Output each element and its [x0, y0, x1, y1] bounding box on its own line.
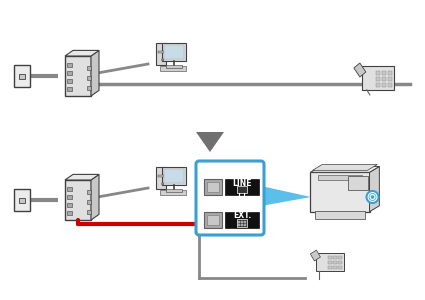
Bar [237, 219, 247, 227]
Bar [311, 172, 369, 212]
Bar [207, 215, 219, 225]
Polygon shape [65, 50, 99, 56]
Bar [333, 256, 337, 259]
Bar [241, 221, 243, 223]
Bar [67, 211, 72, 215]
Bar [315, 211, 365, 219]
Bar [19, 74, 25, 79]
Circle shape [369, 194, 376, 200]
Bar [87, 210, 91, 214]
Bar [237, 186, 247, 193]
Bar [388, 83, 392, 87]
Polygon shape [91, 50, 99, 96]
Bar [362, 66, 394, 90]
Bar [382, 83, 386, 87]
Bar [67, 87, 72, 91]
Bar [14, 189, 30, 211]
Text: LINE: LINE [232, 179, 252, 188]
FancyBboxPatch shape [196, 161, 264, 235]
Bar [382, 71, 386, 75]
Bar [166, 189, 182, 191]
Bar [388, 77, 392, 81]
Bar [376, 71, 380, 75]
Bar [204, 212, 222, 228]
Polygon shape [354, 63, 366, 77]
Bar [14, 65, 30, 87]
Bar [244, 221, 246, 223]
Bar [67, 195, 72, 199]
Circle shape [162, 58, 164, 61]
Polygon shape [65, 174, 99, 180]
Bar [225, 179, 259, 195]
Bar [376, 83, 380, 87]
Bar [87, 200, 91, 204]
Bar [65, 56, 91, 96]
Bar [160, 190, 186, 194]
Bar [329, 261, 332, 264]
Bar [158, 50, 164, 53]
Bar [244, 224, 246, 226]
Bar [333, 261, 337, 264]
Bar [164, 169, 184, 182]
Bar [376, 77, 380, 81]
Bar [238, 224, 240, 226]
Bar [166, 65, 182, 68]
Bar [67, 203, 72, 207]
Bar [87, 86, 91, 90]
Polygon shape [312, 164, 377, 170]
Polygon shape [91, 174, 99, 220]
Bar [87, 76, 91, 80]
Bar [238, 221, 240, 223]
Bar [67, 63, 72, 67]
Bar [333, 266, 337, 269]
Bar [67, 187, 72, 191]
Bar [329, 256, 332, 259]
Bar [156, 167, 166, 189]
Bar [160, 66, 186, 70]
Polygon shape [310, 250, 320, 261]
Circle shape [366, 191, 379, 203]
Bar [65, 180, 91, 220]
Bar [87, 66, 91, 70]
Bar [204, 179, 222, 195]
Bar [241, 224, 243, 226]
Bar [156, 43, 166, 65]
Polygon shape [311, 167, 380, 172]
Bar [338, 261, 342, 264]
Text: EXT.: EXT. [233, 212, 251, 220]
Bar [318, 175, 362, 180]
Bar [388, 71, 392, 75]
Circle shape [162, 183, 164, 185]
Bar [67, 71, 72, 75]
Bar [158, 175, 164, 177]
Bar [225, 212, 259, 228]
Bar [338, 266, 342, 269]
Bar [338, 256, 342, 259]
Bar [316, 253, 343, 271]
Polygon shape [369, 167, 380, 212]
Polygon shape [261, 186, 311, 206]
Bar [19, 197, 25, 202]
Bar [348, 176, 368, 190]
Bar [382, 77, 386, 81]
Polygon shape [196, 132, 224, 152]
Bar [87, 190, 91, 194]
Bar [329, 266, 332, 269]
Bar [207, 182, 219, 192]
Circle shape [371, 196, 374, 199]
Bar [162, 167, 186, 184]
Bar [164, 45, 184, 58]
Bar [162, 44, 186, 61]
Bar [67, 79, 72, 83]
